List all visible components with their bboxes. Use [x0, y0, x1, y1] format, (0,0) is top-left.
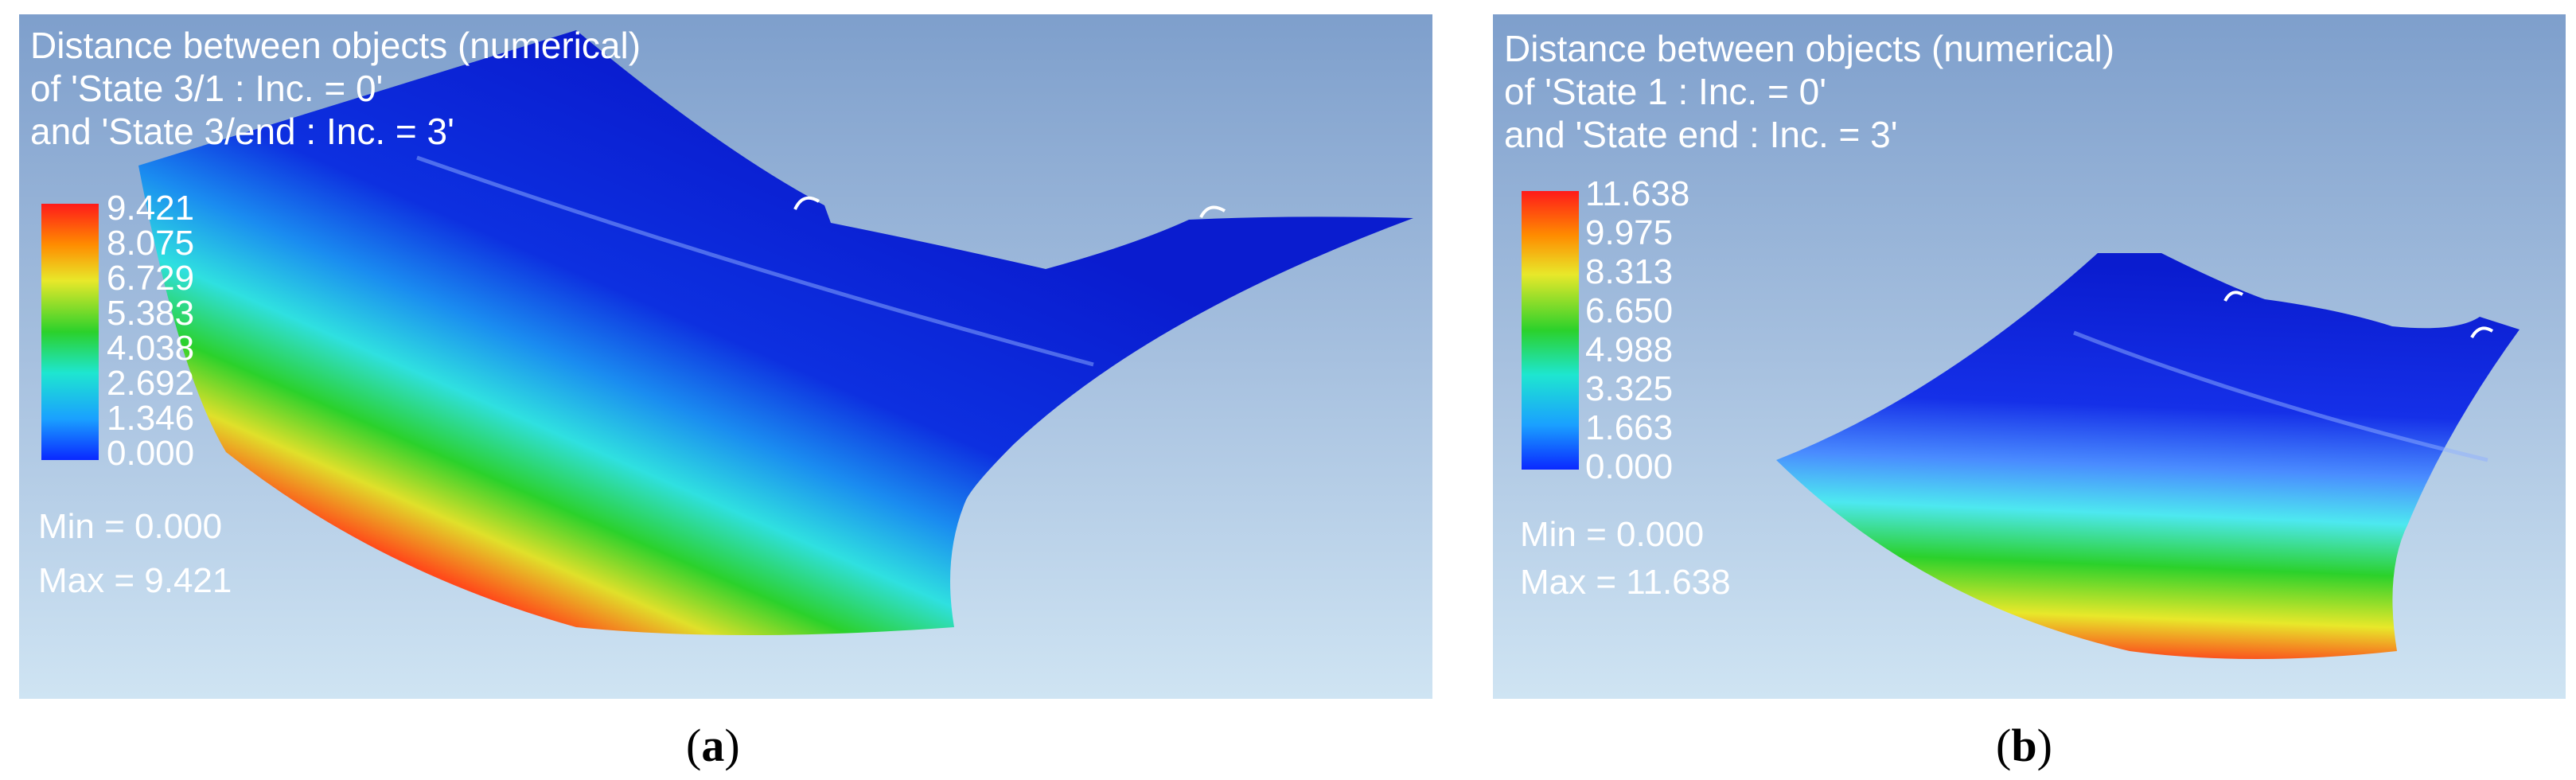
- colorbar-tick: 2.692: [107, 364, 195, 403]
- max-value-label: Max = 11.638: [1520, 563, 1731, 602]
- colorbar-tick: 11.638: [1585, 174, 1690, 213]
- max-value-label: Max = 9.421: [38, 561, 232, 600]
- tab-hole-b2: [2470, 326, 2494, 339]
- colorbar-tick: 4.988: [1585, 330, 1674, 369]
- deformed-panel-surface-b: [1776, 253, 2519, 659]
- viewport-panel-a[interactable]: Distance between objects (numerical) of …: [19, 14, 1432, 699]
- min-value-label: Min = 0.000: [1520, 515, 1705, 554]
- colorbar-tick: 6.729: [107, 259, 195, 298]
- tab-hole-a1: [793, 196, 820, 210]
- caption-a: (a): [686, 720, 740, 771]
- deformed-panel-surface-a: [138, 30, 1413, 635]
- viewport-panel-b[interactable]: Distance between objects (numerical) of …: [1493, 14, 2566, 699]
- plot-title-line-2: of 'State 3/1 : Inc. = 0': [30, 68, 384, 109]
- tab-hole-a2: [1199, 205, 1226, 218]
- tab-hole-b1: [2223, 291, 2243, 302]
- colorbar-tick: 1.663: [1585, 408, 1674, 447]
- plot-title-line-3: and 'State 3/end : Inc. = 3': [30, 111, 454, 152]
- colorbar-tick: 0.000: [1585, 447, 1674, 486]
- color-scale-legend-a: [41, 204, 99, 460]
- plot-title-line-1: Distance between objects (numerical): [30, 25, 641, 66]
- colorbar-tick: 8.313: [1585, 252, 1674, 291]
- color-scale-legend-b: [1522, 191, 1579, 470]
- colorbar-tick: 3.325: [1585, 369, 1674, 408]
- crease-line-a: [416, 155, 1094, 367]
- crease-line-b: [2073, 330, 2488, 462]
- plot-title-line-3: and 'State end : Inc. = 3': [1504, 114, 1898, 155]
- surface-shape-b: [1776, 253, 2519, 659]
- colorbar-tick: 8.075: [107, 224, 195, 263]
- caption-letter-b: b: [2011, 720, 2037, 771]
- colorbar-tick: 5.383: [107, 294, 195, 333]
- min-value-label: Min = 0.000: [38, 507, 223, 546]
- surface-shape-a: [138, 30, 1413, 635]
- plot-title-line-2: of 'State 1 : Inc. = 0': [1504, 71, 1826, 112]
- plot-title-line-1: Distance between objects (numerical): [1504, 28, 2115, 69]
- colorbar-tick: 0.000: [107, 434, 195, 473]
- caption-letter-a: a: [701, 720, 725, 771]
- colorbar-tick: 9.421: [107, 189, 195, 228]
- colorbar-tick: 9.975: [1585, 213, 1674, 252]
- caption-b: (b): [1996, 720, 2052, 771]
- colorbar-tick: 4.038: [107, 329, 195, 368]
- colorbar-tick: 6.650: [1585, 291, 1674, 330]
- colorbar-tick: 1.346: [107, 399, 195, 438]
